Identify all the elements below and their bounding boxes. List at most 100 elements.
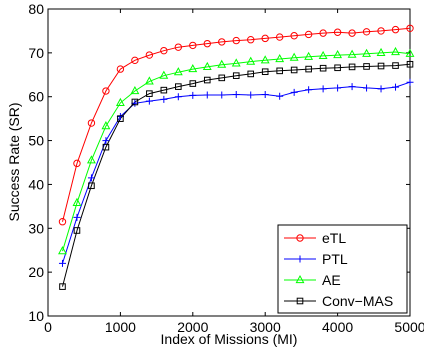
data-point-ae	[130, 85, 140, 95]
data-point-ae	[86, 155, 96, 164]
y-tick-label: 10	[28, 308, 44, 324]
legend: eTL PTL AE Conv−MAS	[277, 224, 408, 314]
data-point-etl	[406, 24, 414, 32]
data-point-ae	[362, 48, 372, 57]
data-point-conv-mas	[377, 62, 385, 70]
data-point-conv-mas	[406, 60, 414, 68]
y-tick-label: 70	[28, 45, 44, 61]
data-point-conv-mas	[247, 70, 255, 78]
data-point-etl	[290, 32, 298, 40]
data-point-etl	[218, 38, 226, 46]
legend-label-ptl: PTL	[322, 251, 348, 267]
data-point-ptl	[145, 97, 153, 105]
data-point-etl	[362, 28, 371, 36]
data-point-etl	[189, 41, 197, 50]
data-point-ptl	[363, 84, 371, 92]
data-point-conv-mas	[117, 115, 124, 122]
data-point-conv-mas	[334, 64, 341, 72]
y-tick-label: 40	[28, 176, 44, 192]
data-point-etl	[87, 119, 96, 127]
data-point-ae	[376, 47, 386, 56]
data-point-ae	[333, 50, 343, 59]
data-point-etl	[261, 34, 269, 43]
data-point-ae	[275, 53, 285, 63]
data-point-etl	[73, 159, 81, 168]
x-tick-label: 1000	[105, 319, 136, 335]
data-point-ptl	[261, 91, 269, 99]
data-point-etl	[203, 39, 211, 48]
x-tick-label: 2000	[177, 319, 208, 335]
data-point-conv-mas	[189, 80, 197, 87]
data-point-ae	[217, 59, 227, 68]
y-tick-label: 30	[28, 220, 44, 236]
axis-ticks: 0 1000 2000 3000 4000 5000 10 20 30 40 50 60 70 80	[28, 1, 424, 335]
data-point-conv-mas	[203, 76, 211, 84]
data-point-ae	[318, 50, 328, 60]
x-axis-label: Index of Missions (MI)	[161, 331, 298, 347]
y-tick-label: 60	[28, 89, 44, 105]
data-point-etl	[348, 29, 356, 37]
legend-marker-ae	[295, 274, 305, 284]
series-line-etl	[62, 27, 411, 222]
y-tick-label: 80	[28, 1, 44, 17]
data-point-ae	[304, 51, 314, 60]
data-point-conv-mas	[348, 63, 356, 71]
legend-marker-etl	[296, 234, 304, 242]
data-point-conv-mas	[232, 72, 240, 79]
data-point-ae	[188, 64, 198, 73]
data-point-ae	[391, 46, 400, 56]
data-point-conv-mas	[290, 66, 298, 74]
data-point-conv-mas	[218, 74, 226, 82]
data-point-ptl	[218, 91, 226, 99]
data-point-ptl	[348, 83, 356, 91]
data-point-ptl	[377, 85, 385, 93]
legend-label-etl: eTL	[322, 230, 346, 246]
data-point-ptl	[87, 174, 95, 182]
data-point-ae	[231, 58, 241, 67]
data-point-etl	[145, 51, 154, 59]
legend-label-ae: AE	[322, 272, 341, 288]
data-point-ptl	[392, 83, 400, 91]
data-point-ae	[72, 197, 82, 206]
data-point-conv-mas	[319, 64, 327, 72]
data-point-ae	[289, 52, 299, 61]
data-point-ptl	[334, 84, 342, 92]
data-point-ptl	[203, 91, 211, 99]
data-point-conv-mas	[175, 83, 182, 90]
data-point-conv-mas	[261, 68, 269, 76]
data-point-ptl	[319, 85, 327, 93]
data-point-etl	[102, 87, 110, 95]
data-point-conv-mas	[305, 65, 312, 73]
data-point-ae	[58, 246, 67, 255]
data-point-ptl	[58, 259, 66, 267]
data-point-conv-mas	[88, 182, 95, 190]
y-tick-label: 20	[28, 264, 44, 280]
data-point-etl	[391, 25, 400, 34]
x-tick-label: 3000	[250, 319, 281, 335]
legend-label-conv-mas: Conv−MAS	[322, 293, 393, 309]
data-point-conv-mas	[363, 63, 370, 70]
y-tick-label: 50	[28, 133, 44, 149]
data-point-ptl	[160, 95, 168, 103]
data-point-etl	[160, 46, 168, 55]
data-point-etl	[116, 65, 125, 73]
x-tick-label: 4000	[322, 319, 353, 335]
data-point-conv-mas	[131, 98, 139, 106]
series-markers	[58, 24, 415, 290]
x-tick-label: 0	[44, 319, 52, 335]
data-point-ptl	[102, 137, 110, 145]
x-tick-label: 5000	[394, 319, 424, 335]
data-point-conv-mas	[160, 86, 168, 94]
data-point-conv-mas	[102, 143, 110, 151]
legend-marker-ptl	[296, 255, 304, 263]
data-point-ae	[347, 49, 357, 58]
series-line-ae	[62, 51, 411, 252]
data-point-ptl	[247, 91, 255, 99]
data-point-conv-mas	[146, 90, 153, 97]
legend-marker-conv-mas	[296, 297, 304, 305]
data-point-ptl	[290, 88, 298, 96]
data-point-conv-mas	[392, 62, 399, 69]
data-point-ptl	[174, 93, 182, 101]
data-point-conv-mas	[73, 227, 81, 234]
